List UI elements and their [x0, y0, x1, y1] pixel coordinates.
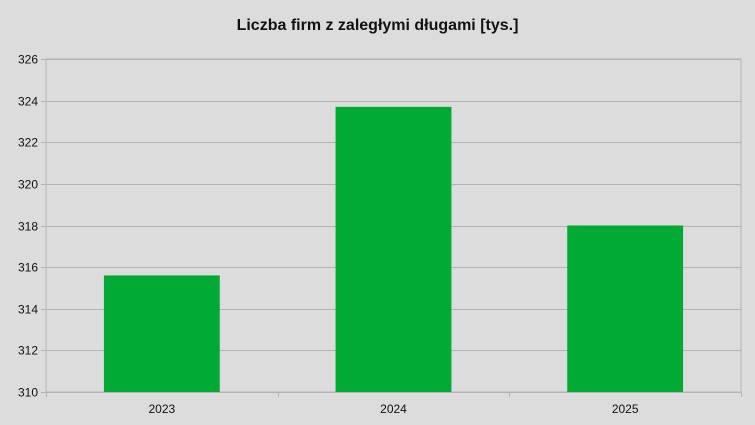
- y-tick-label: 322: [18, 136, 38, 150]
- x-tick-label: 2023: [148, 402, 175, 416]
- bar-2024: [335, 106, 452, 393]
- y-tick-label: 314: [18, 303, 38, 317]
- bar-2023: [103, 275, 220, 392]
- y-tick-label: 316: [18, 261, 38, 275]
- x-tick-label: 2024: [380, 402, 407, 416]
- x-tick-label: 2025: [612, 402, 639, 416]
- y-tick-label: 318: [18, 220, 38, 234]
- y-tick-label: 310: [18, 386, 38, 400]
- bars: [103, 106, 684, 393]
- y-tick-label: 324: [18, 95, 38, 109]
- y-tick-label: 320: [18, 178, 38, 192]
- y-tick-label: 312: [18, 344, 38, 358]
- axes: [41, 59, 742, 397]
- chart-title: Liczba firm z zaległymi długami [tys.]: [236, 17, 519, 34]
- tick-labels: 310 312 314 316 318 320 322 324 326 2023 2024 2025: [18, 53, 639, 417]
- y-tick-label: 326: [18, 53, 38, 67]
- bar-2025: [567, 225, 684, 392]
